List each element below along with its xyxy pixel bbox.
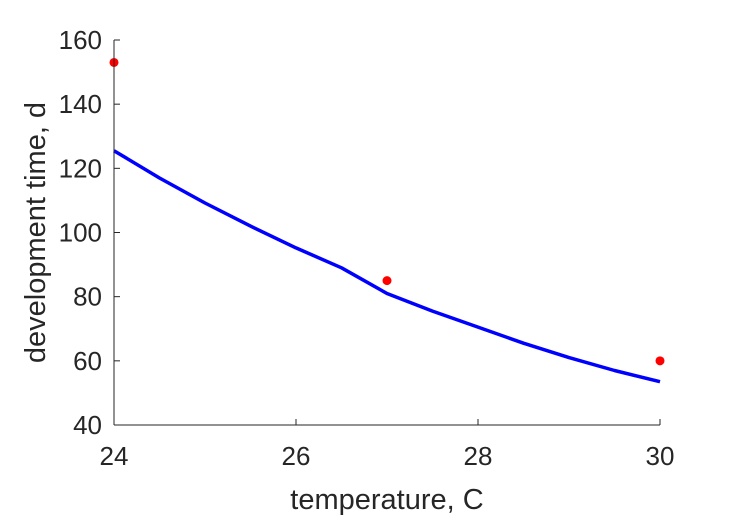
y-tick-label: 140 — [59, 89, 102, 119]
x-axis-title: temperature, C — [290, 484, 483, 516]
y-axis-title: development time, d — [20, 102, 52, 363]
data-point — [655, 356, 665, 366]
data-point — [382, 276, 392, 286]
y-tick-label: 160 — [59, 25, 102, 55]
x-tick-label: 26 — [282, 441, 311, 471]
fit-curve-line — [113, 149, 661, 384]
y-tick-label: 120 — [59, 153, 102, 183]
x-tick-label: 28 — [464, 441, 493, 471]
y-tick-label: 60 — [73, 346, 102, 376]
x-tick-label: 24 — [100, 441, 129, 471]
axes: 24 26 28 30 40 60 80 100 120 140 160 — [59, 25, 675, 471]
y-tick-label: 100 — [59, 218, 102, 248]
x-tick-label: 30 — [646, 441, 675, 471]
y-tick-label: 40 — [73, 410, 102, 440]
y-tick-label: 80 — [73, 282, 102, 312]
